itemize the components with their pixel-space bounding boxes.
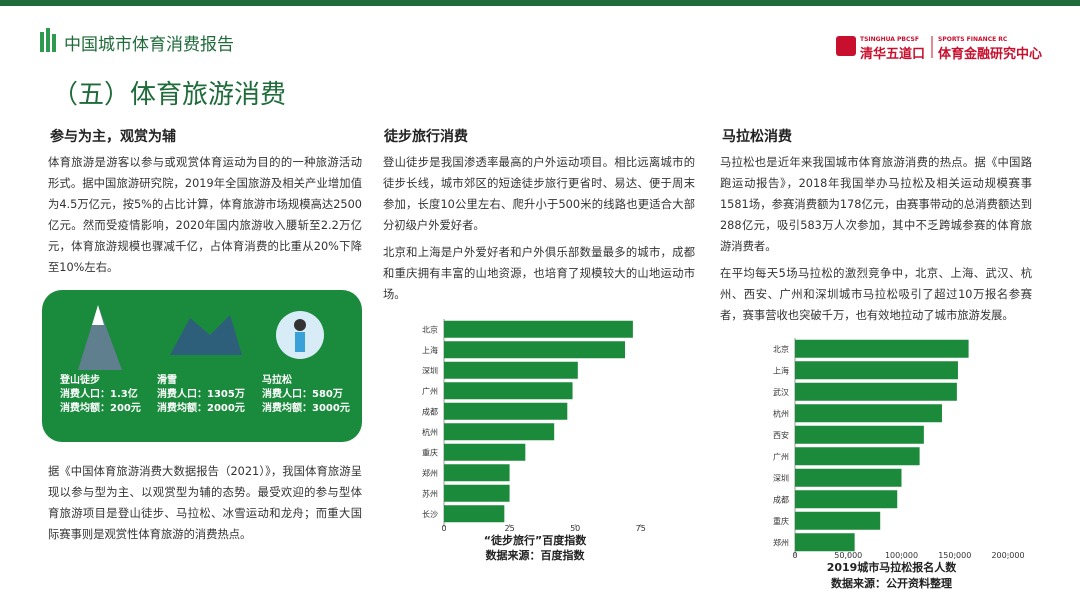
stat: 消费人口：1305万 bbox=[157, 389, 245, 400]
stat-name: 登山徒步 bbox=[60, 375, 100, 386]
bar bbox=[444, 361, 578, 379]
bar bbox=[795, 382, 957, 401]
heading: 参与为主，观赏为辅 bbox=[50, 129, 176, 145]
x-tick-label: 25 bbox=[504, 524, 514, 533]
bar bbox=[444, 382, 573, 400]
paragraph: 登山徒步是我国渗透率最高的户外运动项目。相比远离城市的徒步长线，城市郊区的短途徒… bbox=[383, 156, 695, 232]
chart-source: 数据来源：公开资料整理 bbox=[831, 576, 952, 590]
stat-name: 马拉松 bbox=[262, 375, 292, 386]
y-tick-label: 上海 bbox=[773, 365, 789, 375]
chart-title: 2019城市马拉松报名人数 bbox=[827, 560, 958, 574]
paragraph: 体育旅游是游客以参与或观赏体育运动为目的的一种旅游活动形式。据中国旅游研究院，2… bbox=[48, 156, 362, 274]
stat: 消费均额：3000元 bbox=[262, 403, 350, 414]
y-tick-label: 成都 bbox=[422, 406, 438, 416]
x-tick-label: 50,000 bbox=[834, 551, 862, 560]
y-tick-label: 深圳 bbox=[773, 473, 789, 483]
paragraph: 在平均每天5场马拉松的激烈竞争中，北京、上海、武汉、杭州、西安、广州和深圳城市马… bbox=[720, 267, 1032, 322]
bar bbox=[444, 505, 505, 523]
stat: 消费人口：580万 bbox=[262, 389, 343, 400]
chart-source: 数据来源：百度指数 bbox=[486, 548, 586, 562]
x-tick-label: 75 bbox=[636, 524, 646, 533]
runner-body bbox=[295, 332, 305, 352]
bar bbox=[444, 464, 510, 482]
y-tick-label: 杭州 bbox=[773, 408, 789, 418]
bar bbox=[795, 511, 881, 530]
bar bbox=[795, 533, 855, 552]
paragraph: 北京和上海是户外爱好者和户外俱乐部数量最多的城市，成都和重庆拥有丰富的山地资源，… bbox=[383, 246, 695, 301]
x-tick-label: 100,000 bbox=[885, 551, 918, 560]
y-tick-label: 北京 bbox=[773, 344, 789, 354]
mountain-icon bbox=[78, 305, 122, 370]
x-tick-label: 50 bbox=[570, 524, 580, 533]
logo-en: TSINGHUA PBCSF bbox=[860, 36, 919, 43]
paragraph: 马拉松也是近年来我国城市体育旅游消费的热点。据《中国路跑运动报告》，2018年我… bbox=[720, 156, 1032, 253]
y-tick-label: 重庆 bbox=[773, 516, 789, 526]
bar bbox=[444, 402, 568, 420]
y-tick-label: 深圳 bbox=[422, 365, 438, 375]
x-tick-label: 200,000 bbox=[991, 551, 1024, 560]
bar bbox=[795, 490, 898, 509]
runner-head bbox=[294, 319, 306, 331]
bar bbox=[795, 468, 902, 487]
y-tick-label: 长沙 bbox=[422, 509, 438, 519]
bar bbox=[795, 404, 942, 423]
logo-icon bbox=[40, 28, 56, 52]
y-tick-label: 西安 bbox=[773, 430, 789, 440]
bar bbox=[444, 484, 510, 502]
x-tick-label: 150,000 bbox=[938, 551, 971, 560]
chart-title: “徒步旅行”百度指数 bbox=[484, 533, 587, 547]
stat: 消费人口：1.3亿 bbox=[60, 389, 138, 400]
ski-icon bbox=[170, 315, 242, 355]
y-tick-label: 北京 bbox=[422, 324, 438, 334]
x-tick-label: 0 bbox=[441, 524, 446, 533]
y-tick-label: 重庆 bbox=[422, 447, 438, 457]
y-tick-label: 武汉 bbox=[773, 387, 789, 397]
logo-en: SPORTS FINANCE RC bbox=[938, 36, 1008, 43]
y-tick-label: 郑州 bbox=[773, 537, 789, 547]
bar bbox=[444, 320, 633, 338]
logo-mark bbox=[836, 36, 856, 56]
bar bbox=[444, 423, 555, 441]
y-tick-label: 郑州 bbox=[422, 468, 438, 478]
bar bbox=[444, 341, 626, 359]
paragraph: 据《中国体育旅游消费大数据报告（2021）》，我国体育旅游呈现以参与型为主、以观… bbox=[48, 465, 362, 541]
y-tick-label: 上海 bbox=[422, 345, 438, 355]
bar bbox=[444, 443, 526, 461]
snow-cap bbox=[92, 305, 104, 325]
stat: 消费均额：200元 bbox=[60, 403, 141, 414]
page-title: （五）体育旅游消费 bbox=[52, 80, 287, 110]
logo-cn: 体育金融研究中心 bbox=[938, 47, 1043, 62]
stat: 消费均额：2000元 bbox=[157, 403, 245, 414]
bar bbox=[795, 425, 924, 444]
heading: 徒步旅行消费 bbox=[384, 129, 468, 145]
bar bbox=[795, 361, 958, 380]
heading: 马拉松消费 bbox=[722, 129, 792, 145]
stat-name: 滑雪 bbox=[157, 375, 177, 386]
bar bbox=[795, 339, 969, 358]
bar bbox=[795, 447, 920, 466]
top-bar bbox=[0, 0, 1080, 6]
x-tick-label: 0 bbox=[792, 551, 797, 560]
y-tick-label: 广州 bbox=[422, 386, 438, 396]
y-tick-label: 广州 bbox=[773, 451, 789, 461]
logo-cn: 清华五道口 bbox=[860, 47, 926, 62]
y-tick-label: 杭州 bbox=[422, 427, 438, 437]
y-tick-label: 成都 bbox=[773, 494, 789, 504]
y-tick-label: 苏州 bbox=[422, 488, 438, 498]
report-title: 中国城市体育消费报告 bbox=[64, 35, 234, 55]
